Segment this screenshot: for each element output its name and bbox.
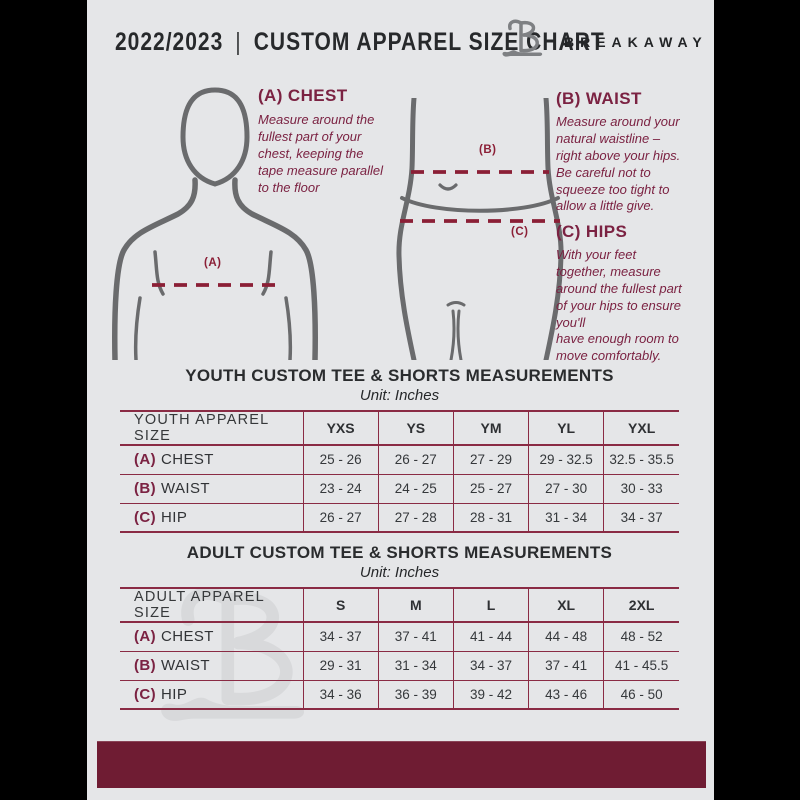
table-header-row: ADULT APPAREL SIZE S M L XL 2XL — [120, 588, 679, 622]
table-cell: 46 - 50 — [603, 680, 679, 709]
youth-section-title: YOUTH CUSTOM TEE & SHORTS MEASUREMENTS — [185, 366, 614, 385]
column-header: YM — [452, 411, 529, 445]
row-label: (B) WAIST — [134, 657, 210, 674]
table-cell: 27 - 28 — [377, 503, 454, 532]
column-header: L — [452, 588, 529, 622]
table-cell: 36 - 39 — [377, 680, 454, 709]
table-cell: 32.5 - 35.5 — [603, 445, 679, 474]
left-inner-leg — [449, 309, 456, 360]
table-row: (A) CHEST 25 - 26 26 - 27 27 - 29 29 - 32… — [120, 445, 679, 474]
table-cell: 31 - 34 — [528, 503, 604, 532]
left-armpit — [153, 250, 165, 296]
table-row: (B) WAIST 29 - 31 31 - 34 34 - 37 37 - 41… — [120, 651, 679, 680]
size-chart-page: 2022/2023 | CUSTOM APPAREL SIZE CHART BR… — [87, 0, 714, 800]
adult-unit-label: Unit: Inches — [359, 564, 440, 581]
row-label: (A) CHEST — [134, 628, 214, 646]
footer-accent-bar — [97, 741, 706, 788]
table-cell: 34 - 37 — [452, 651, 529, 680]
hips-description: With your feet together, measure around … — [556, 247, 682, 364]
lower-body-figure — [396, 98, 564, 360]
table-cell: 34 - 37 — [302, 622, 379, 651]
table-cell: 26 - 27 — [377, 445, 454, 474]
left-shoulder-arm — [112, 177, 198, 360]
page-title: 2022/2023 | CUSTOM APPAREL SIZE CHART — [115, 24, 605, 62]
table-cell: 31 - 34 — [377, 651, 454, 680]
table-cell: 27 - 30 — [528, 474, 604, 503]
waistband-curve — [400, 196, 560, 213]
table-cell: 26 - 27 — [302, 503, 379, 532]
adult-section-title: ADULT CUSTOM TEE & SHORTS MEASUREMENTS — [186, 543, 613, 562]
table-cell: 23 - 24 — [302, 474, 379, 503]
waist-marker-label: (B) — [479, 144, 497, 156]
waist-description: Measure around your natural waistline – … — [556, 114, 681, 214]
column-header: ADULT APPAREL SIZE — [134, 589, 265, 621]
chest-marker-label: (A) — [204, 257, 222, 269]
table-cell: 41 - 44 — [452, 622, 529, 651]
crotch-curve — [446, 301, 466, 307]
navel-mark — [438, 183, 458, 191]
column-header: XL — [528, 588, 604, 622]
row-label: (C) HIP — [134, 508, 188, 526]
table-row: (C) HIP 26 - 27 27 - 28 28 - 31 31 - 34 3… — [120, 503, 679, 532]
table-row: (A) CHEST 34 - 37 37 - 41 41 - 44 44 - 48… — [120, 622, 679, 651]
right-armpit — [261, 250, 273, 296]
chest-heading: (A) CHEST — [258, 86, 348, 105]
table-cell: 29 - 32.5 — [528, 445, 604, 474]
table-cell: 48 - 52 — [603, 622, 679, 651]
table-cell: 37 - 41 — [377, 622, 454, 651]
head-outline — [180, 87, 250, 187]
chest-description: Measure around the fullest part of your … — [258, 112, 384, 195]
table-cell: 29 - 31 — [302, 651, 379, 680]
table-cell: 25 - 26 — [302, 445, 379, 474]
table-cell: 41 - 45.5 — [603, 651, 679, 680]
column-header: YS — [377, 411, 454, 445]
left-inner-arm — [133, 296, 142, 360]
table-cell: 44 - 48 — [528, 622, 604, 651]
table-cell: 24 - 25 — [377, 474, 454, 503]
table-cell: 34 - 37 — [603, 503, 679, 532]
right-shoulder-arm — [232, 177, 318, 360]
adult-size-table: ADULT APPAREL SIZE S M L XL 2XL (A) CHEST… — [120, 587, 679, 710]
column-header: YL — [528, 411, 604, 445]
youth-size-table: YOUTH APPAREL SIZE YXS YS YM YL YXL (A) C… — [120, 410, 679, 533]
table-cell: 37 - 41 — [528, 651, 604, 680]
table-cell: 34 - 36 — [302, 680, 379, 709]
table-cell: 28 - 31 — [452, 503, 529, 532]
row-label: (C) HIP — [134, 685, 188, 703]
column-header: 2XL — [603, 588, 679, 622]
left-hip-outline — [396, 98, 417, 360]
table-cell: 27 - 29 — [452, 445, 529, 474]
column-header: YXL — [603, 411, 679, 445]
table-row: (C) HIP 34 - 36 36 - 39 39 - 42 43 - 46 4… — [120, 680, 679, 709]
table-header-row: YOUTH APPAREL SIZE YXS YS YM YL YXL — [120, 411, 679, 445]
waist-heading: (B) WAIST — [556, 89, 642, 108]
column-header: M — [377, 588, 454, 622]
torso-figure — [112, 87, 318, 360]
table-cell: 39 - 42 — [452, 680, 529, 709]
breakaway-logo-icon — [500, 19, 544, 59]
right-inner-leg — [456, 309, 463, 360]
column-header: YOUTH APPAREL SIZE — [134, 412, 269, 444]
title-separator: | — [235, 28, 242, 56]
youth-unit-label: Unit: Inches — [359, 387, 440, 404]
table-cell: 30 - 33 — [603, 474, 679, 503]
document-title: CUSTOM APPAREL SIZE CHART — [253, 28, 605, 56]
column-header: S — [302, 588, 379, 622]
table-cell: 25 - 27 — [452, 474, 529, 503]
season-label: 2022/2023 — [115, 28, 224, 56]
hips-heading: (C) HIPS — [556, 222, 628, 241]
brand-name: BREAKAWAY — [564, 34, 708, 50]
table-row: (B) WAIST 23 - 24 24 - 25 25 - 27 27 - 30… — [120, 474, 679, 503]
table-cell: 43 - 46 — [528, 680, 604, 709]
column-header: YXS — [302, 411, 379, 445]
row-label: (B) WAIST — [134, 480, 210, 497]
hip-marker-label: (C) — [511, 226, 529, 238]
row-label: (A) CHEST — [134, 451, 214, 469]
right-inner-arm — [284, 296, 293, 360]
